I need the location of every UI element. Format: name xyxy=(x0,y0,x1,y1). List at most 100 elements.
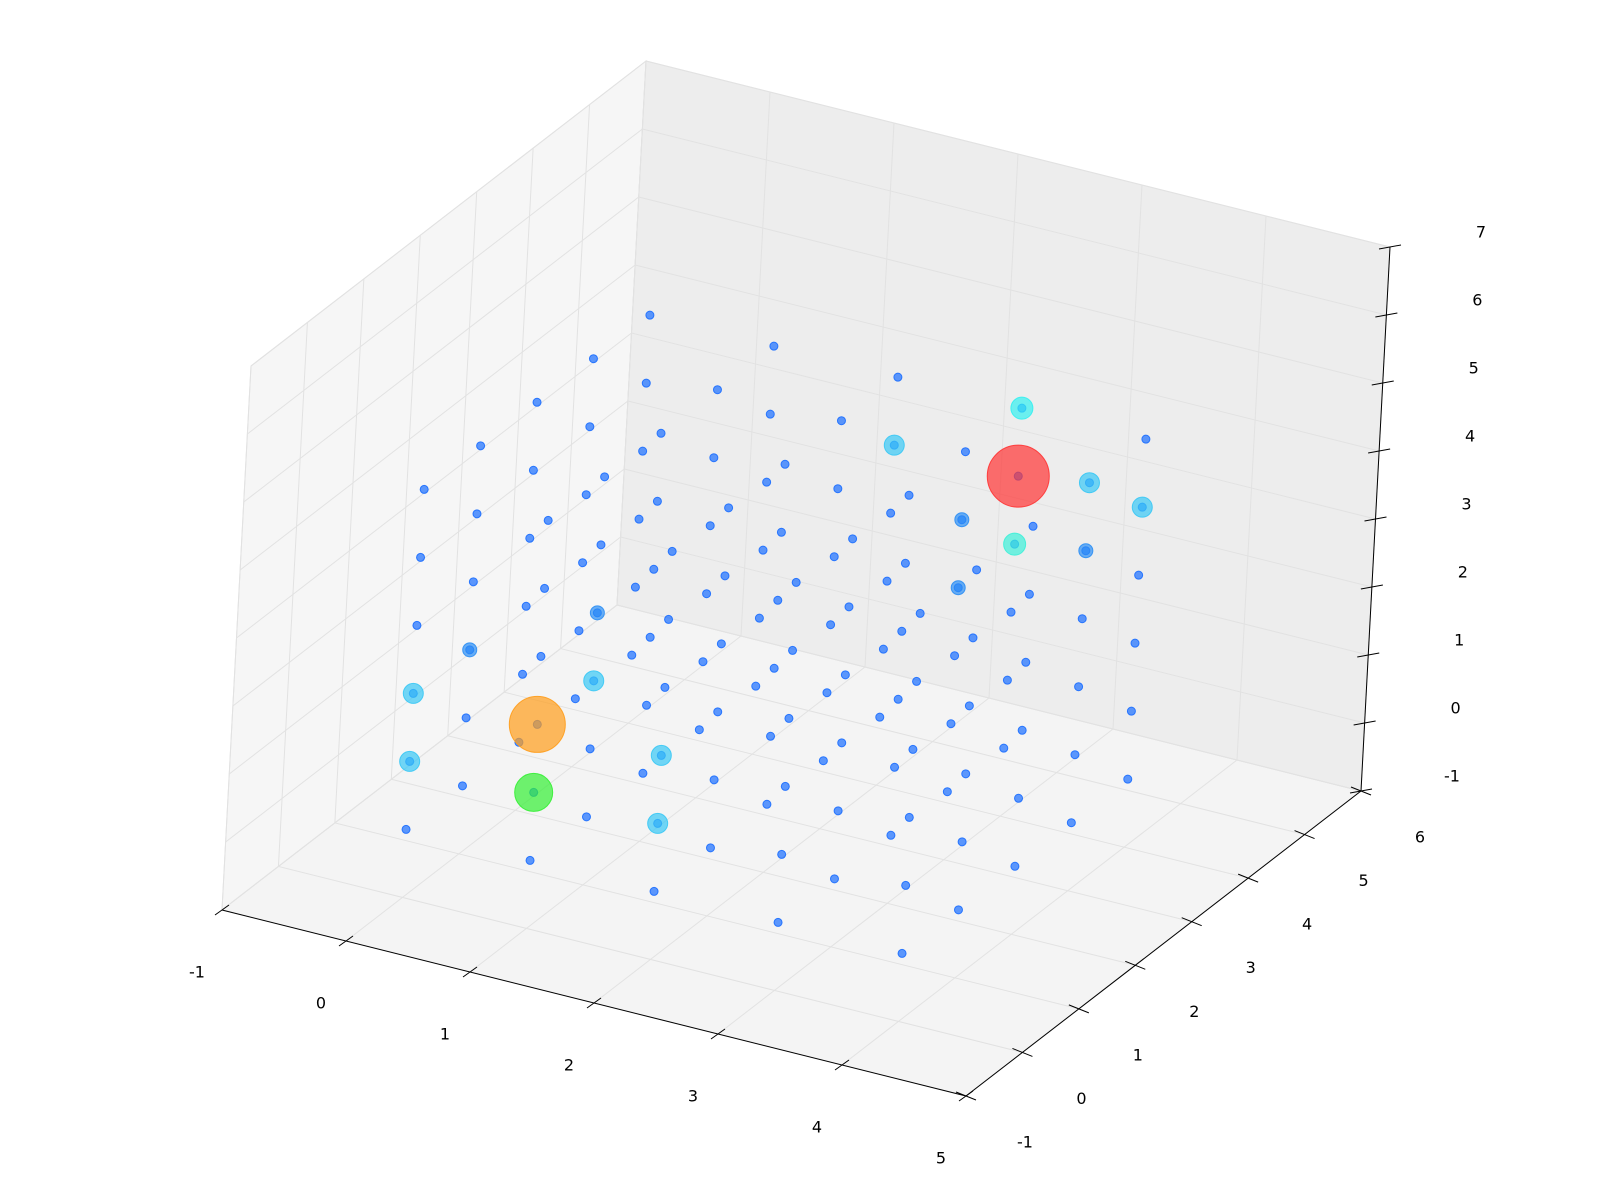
data-point xyxy=(784,713,794,723)
tick-mark xyxy=(1353,720,1376,726)
data-point xyxy=(650,744,672,766)
data-point xyxy=(950,580,966,596)
data-point xyxy=(893,694,903,704)
tick-mark xyxy=(710,1028,726,1040)
data-point xyxy=(878,644,888,654)
data-point xyxy=(791,577,801,587)
data-point xyxy=(915,608,925,618)
data-point xyxy=(780,781,790,791)
tick-mark xyxy=(955,1091,977,1101)
data-point xyxy=(901,880,911,890)
grid-line xyxy=(250,60,647,367)
tick-mark xyxy=(1125,960,1146,970)
tick-mark xyxy=(1360,584,1383,590)
data-point xyxy=(953,905,963,915)
y-tick-label: 4 xyxy=(1302,915,1312,934)
data-point xyxy=(882,576,892,586)
data-point xyxy=(769,663,779,673)
data-point xyxy=(647,812,669,834)
data-point xyxy=(709,775,719,785)
data-point xyxy=(1074,682,1084,692)
data-point xyxy=(709,453,719,463)
data-point xyxy=(776,527,786,537)
y-tick-label: 1 xyxy=(1133,1045,1143,1064)
data-point xyxy=(716,639,726,649)
data-point xyxy=(521,601,531,611)
grid-line xyxy=(635,264,1380,452)
data-point xyxy=(840,670,850,680)
data-point xyxy=(1010,861,1020,871)
z-tick-label: -1 xyxy=(1444,767,1460,786)
data-point xyxy=(543,515,553,525)
data-point xyxy=(570,694,580,704)
data-point xyxy=(588,354,598,364)
data-point xyxy=(754,613,764,623)
tick-mark xyxy=(1349,788,1373,794)
data-point xyxy=(656,428,666,438)
data-point xyxy=(712,385,722,395)
data-point xyxy=(649,564,659,574)
grid-line xyxy=(228,468,625,775)
data-point xyxy=(1017,725,1027,735)
data-point xyxy=(1006,607,1016,617)
data-point xyxy=(968,633,978,643)
data-point xyxy=(399,750,421,772)
grid-line xyxy=(232,400,629,707)
data-point xyxy=(540,583,550,593)
data-point xyxy=(574,626,584,636)
grid-line xyxy=(593,697,990,1004)
data-point xyxy=(419,484,429,494)
data-point xyxy=(886,508,896,518)
data-point xyxy=(961,769,971,779)
z-tick-label: 0 xyxy=(1451,699,1461,718)
data-point xyxy=(769,341,779,351)
data-point xyxy=(649,886,659,896)
data-point xyxy=(1028,521,1038,531)
z-tick-label: 2 xyxy=(1458,563,1468,582)
data-point xyxy=(627,650,637,660)
data-point xyxy=(890,762,900,772)
data-point xyxy=(596,540,606,550)
data-point xyxy=(788,645,798,655)
data-point xyxy=(950,651,960,661)
data-point xyxy=(645,632,655,642)
data-point xyxy=(897,948,907,958)
data-point xyxy=(848,534,858,544)
z-tick-label: 7 xyxy=(1476,223,1486,242)
data-point xyxy=(822,688,832,698)
data-point xyxy=(713,707,723,717)
data-point xyxy=(585,744,595,754)
data-point xyxy=(660,682,670,692)
data-point xyxy=(476,441,486,451)
x-tick-label: -1 xyxy=(189,963,205,982)
data-point xyxy=(957,837,967,847)
data-point xyxy=(508,695,566,753)
grid-line xyxy=(243,196,640,503)
tick-mark xyxy=(1237,873,1259,883)
data-point xyxy=(777,849,787,859)
data-point xyxy=(1123,774,1133,784)
data-point xyxy=(578,558,588,568)
data-point xyxy=(1078,472,1100,494)
data-point xyxy=(634,514,644,524)
data-point xyxy=(1134,570,1144,580)
data-point xyxy=(773,917,783,927)
data-point xyxy=(402,682,424,704)
grid-line xyxy=(841,759,1238,1066)
grid-line xyxy=(225,536,621,843)
data-point xyxy=(912,676,922,686)
grid-line xyxy=(638,196,1383,384)
z-tick-label: 3 xyxy=(1461,495,1471,514)
data-point xyxy=(645,310,655,320)
data-point xyxy=(762,477,772,487)
data-point xyxy=(664,614,674,624)
data-point xyxy=(641,378,651,388)
x-tick-label: 5 xyxy=(936,1149,946,1168)
y-tick-label: 2 xyxy=(1189,1002,1199,1021)
data-point xyxy=(705,843,715,853)
grid-line xyxy=(447,735,1192,923)
grid-line xyxy=(247,128,643,435)
data-point xyxy=(705,521,715,531)
data-point xyxy=(837,738,847,748)
